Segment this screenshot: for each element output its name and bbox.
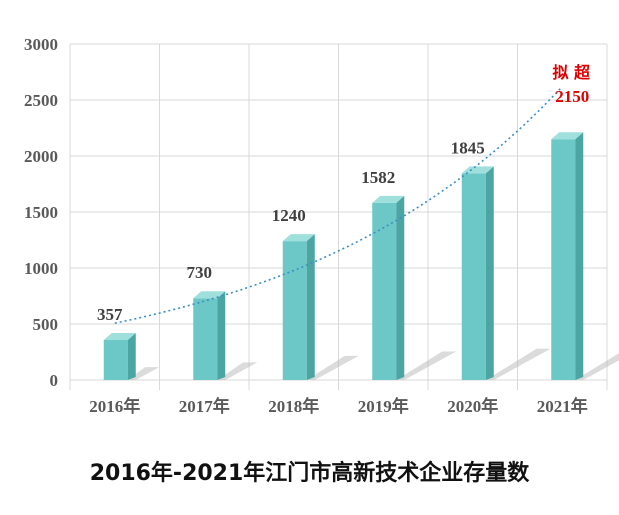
x-tick-label: 2017年 bbox=[179, 396, 230, 416]
bar-chart: 0 500 1000 1500 2000 2500 3000 2016年 2017年 2018年… bbox=[24, 35, 619, 416]
y-tick-label: 1000 bbox=[24, 259, 58, 278]
data-label: 1845 bbox=[451, 138, 485, 157]
bars bbox=[103, 132, 584, 380]
data-labels: 357 730 1240 1582 1845 拟 超 2150 bbox=[97, 63, 591, 324]
data-label: 730 bbox=[187, 263, 213, 282]
bar-top bbox=[282, 234, 315, 242]
bar-shadow bbox=[306, 355, 359, 380]
data-label: 1582 bbox=[361, 168, 395, 187]
chart-caption: 2016年-2021年江门市高新技术企业存量数 bbox=[89, 461, 530, 486]
y-tick-label: 2000 bbox=[24, 147, 58, 166]
bar bbox=[193, 298, 218, 380]
y-tick-label: 500 bbox=[33, 315, 59, 334]
bar-top bbox=[372, 195, 405, 203]
y-axis-ticks: 0 500 1000 1500 2000 2500 3000 bbox=[24, 35, 58, 390]
bar-top bbox=[551, 132, 584, 140]
bar-side bbox=[306, 234, 315, 380]
x-tick-label: 2016年 bbox=[89, 396, 140, 416]
x-tick-label: 2018年 bbox=[268, 396, 319, 416]
data-label: 1240 bbox=[272, 206, 306, 225]
data-label: 357 bbox=[97, 305, 123, 324]
x-tick-label: 2021年 bbox=[537, 396, 588, 416]
annotation-label: 拟 超 bbox=[552, 63, 591, 82]
bar-shadow bbox=[396, 351, 457, 380]
bar bbox=[103, 340, 128, 380]
y-tick-label: 1500 bbox=[24, 203, 58, 222]
bar-side bbox=[485, 166, 494, 380]
bar bbox=[461, 173, 486, 380]
bar bbox=[282, 241, 307, 380]
bar-side bbox=[396, 195, 405, 380]
x-tick-label: 2019年 bbox=[358, 396, 409, 416]
trend-line bbox=[114, 86, 563, 324]
grid-lines bbox=[69, 43, 608, 390]
bar-top bbox=[103, 333, 136, 341]
bar bbox=[372, 202, 397, 380]
x-axis-ticks: 2016年 2017年 2018年 2019年 2020年 2021年 bbox=[89, 396, 588, 416]
y-tick-label: 0 bbox=[50, 371, 59, 390]
bar-side bbox=[575, 132, 584, 380]
bar-side bbox=[127, 333, 136, 380]
y-tick-label: 3000 bbox=[24, 35, 58, 54]
bar-shadow bbox=[485, 348, 551, 380]
bar-shadow bbox=[217, 362, 258, 380]
bar-side bbox=[217, 291, 226, 380]
y-tick-label: 2500 bbox=[24, 91, 58, 110]
bar bbox=[551, 139, 576, 380]
bar-top bbox=[461, 166, 494, 174]
bar-shadow bbox=[575, 353, 619, 380]
x-tick-label: 2020年 bbox=[447, 396, 498, 416]
data-label: 2150 bbox=[555, 87, 589, 106]
